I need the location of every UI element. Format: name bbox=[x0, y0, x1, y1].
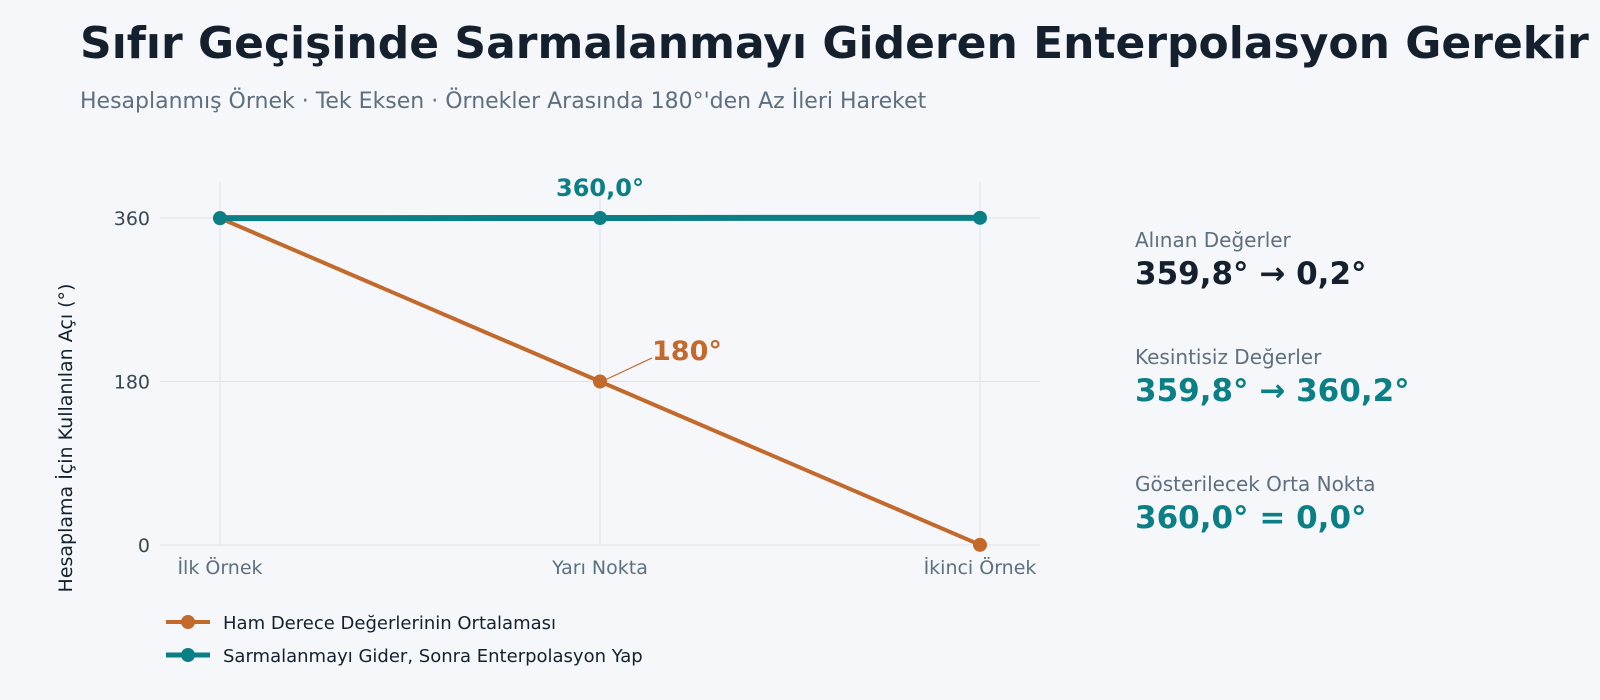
legend-swatch-marker bbox=[181, 615, 195, 629]
series-1-point bbox=[973, 210, 987, 225]
data-label: 180° bbox=[652, 336, 722, 367]
side-panel-item-1: Kesintisiz Değerler 359,8° → 360,2° bbox=[1135, 345, 1575, 409]
side-panel-label: Gösterilecek Orta Nokta bbox=[1135, 472, 1376, 496]
data-label: 360,0° bbox=[556, 174, 644, 202]
side-panel-value: 359,8° → 360,2° bbox=[1135, 373, 1410, 409]
y-axis-label: Hesaplama İçin Kullanılan Açı (°) bbox=[54, 284, 77, 593]
y-tick-label: 360 bbox=[114, 208, 150, 230]
side-panel-item-2: Gösterilecek Orta Nokta 360,0° = 0,0° bbox=[1135, 472, 1575, 536]
legend-label: Ham Derece Değerlerinin Ortalaması bbox=[223, 613, 557, 634]
legend-swatch-unwrapped bbox=[166, 648, 210, 662]
series-0-point bbox=[973, 537, 987, 552]
side-panel-label: Alınan Değerler bbox=[1135, 228, 1291, 252]
legend-label: Sarmalanmayı Gider, Sonra Enterpolasyon … bbox=[223, 646, 643, 667]
annotation-leader bbox=[605, 357, 653, 381]
series-1-point bbox=[593, 211, 607, 225]
side-panel-value: 359,8° → 0,2° bbox=[1135, 256, 1367, 292]
legend-swatch-marker bbox=[181, 648, 195, 662]
x-tick-label: İkinci Örnek bbox=[924, 556, 1037, 579]
chart-title: Sıfır Geçişinde Sarmalanmayı Gideren Ent… bbox=[80, 18, 1589, 69]
series-0-point bbox=[593, 374, 607, 389]
x-tick-label: İlk Örnek bbox=[177, 556, 262, 579]
chart-subtitle: Hesaplanmış Örnek · Tek Eksen · Örnekler… bbox=[80, 89, 927, 114]
side-panel-value: 360,0° = 0,0° bbox=[1135, 500, 1367, 536]
x-tick-label: Yarı Nokta bbox=[551, 557, 648, 579]
y-tick-label: 180 bbox=[114, 372, 150, 394]
legend-swatch-raw bbox=[166, 615, 210, 629]
series-1-point bbox=[213, 211, 227, 226]
y-tick-label: 0 bbox=[138, 535, 150, 557]
side-panel-item-0: Alınan Değerler 359,8° → 0,2° bbox=[1135, 228, 1575, 292]
side-panel-label: Kesintisiz Değerler bbox=[1135, 345, 1322, 369]
